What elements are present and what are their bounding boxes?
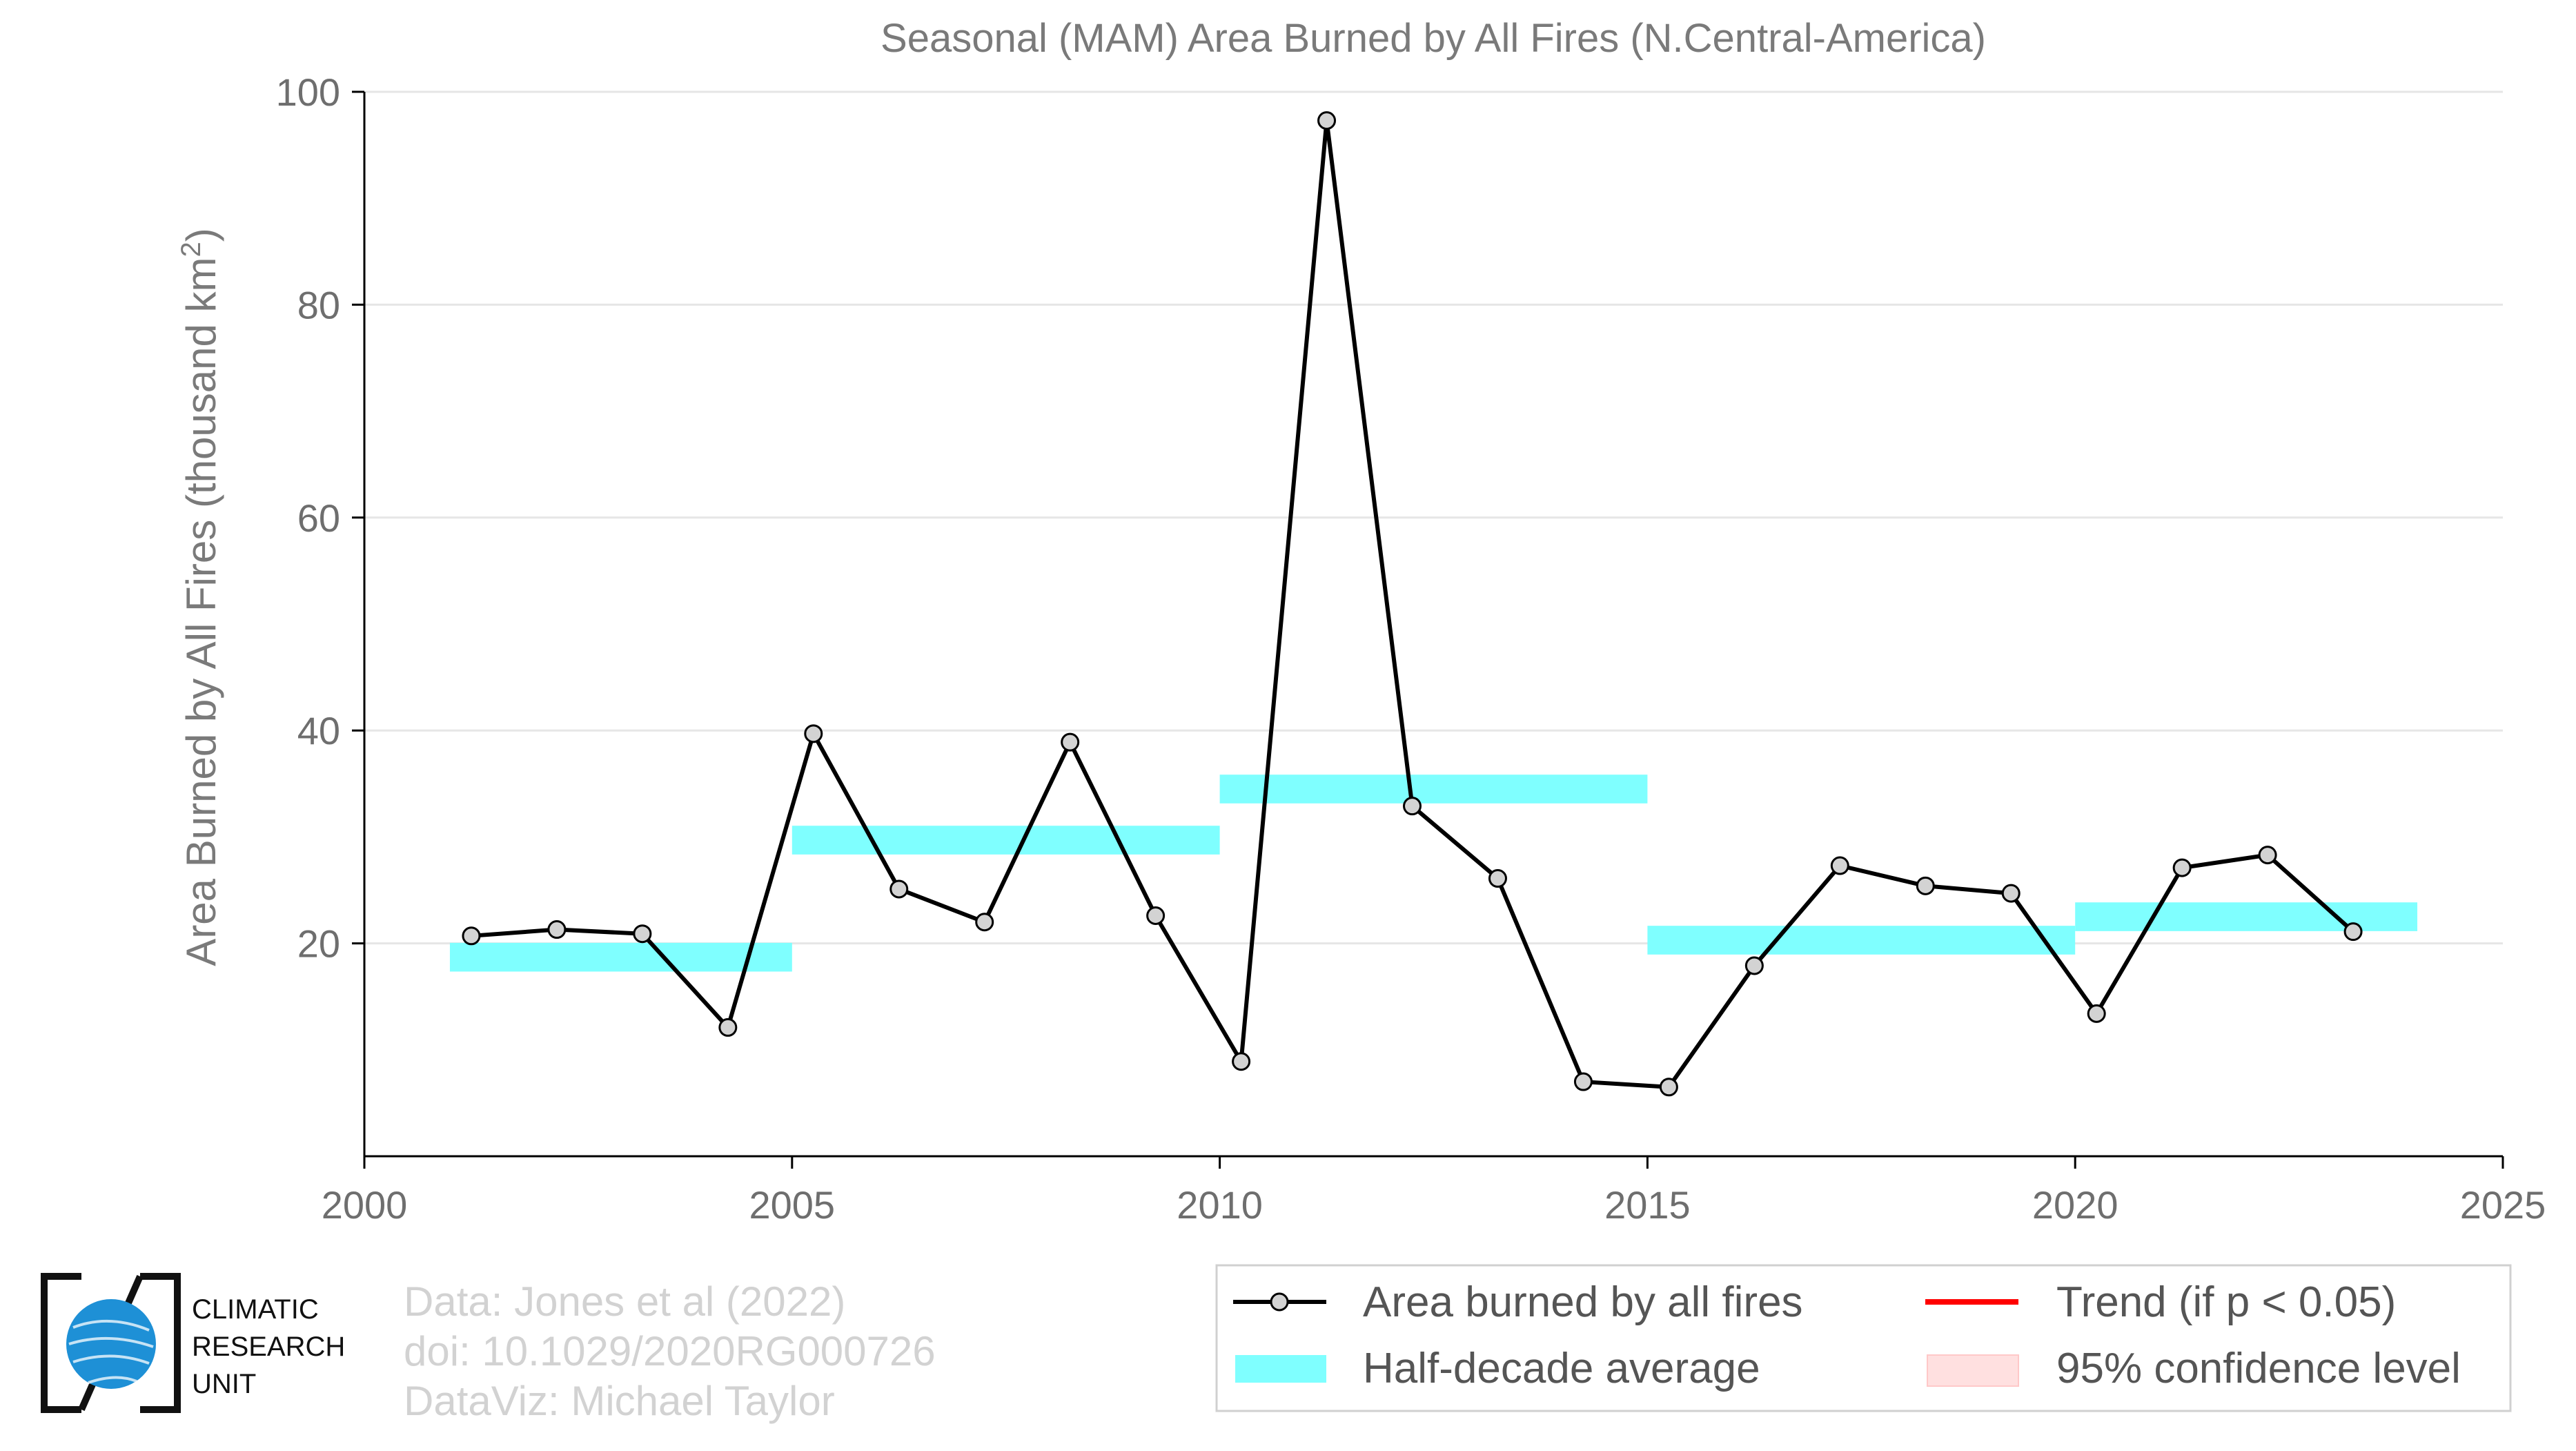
data-point <box>1916 876 1935 895</box>
legend-swatch-marker <box>1270 1292 1289 1312</box>
y-axis-label-superscript: 2 <box>176 242 206 257</box>
data-point <box>2172 858 2192 877</box>
y-axis-label-close: ) <box>178 228 224 242</box>
y-tick-label: 60 <box>297 496 340 540</box>
data-point <box>718 1017 738 1037</box>
half-decade-bars <box>449 775 2418 972</box>
legend-swatch-half-decade <box>1235 1355 1326 1383</box>
globe-lines <box>68 1319 154 1384</box>
data-point <box>1061 732 1080 752</box>
x-ticks: 2000 2005 2010 2015 2020 2025 <box>322 1156 2546 1227</box>
half-decade-bar <box>449 942 792 972</box>
y-axis-label: Area Burned by All Fires (thousand km2) <box>176 228 224 966</box>
chart-title: Seasonal (MAM) Area Burned by All Fires … <box>881 16 1986 61</box>
data-point <box>2001 884 2021 903</box>
y-ticks: 20 40 60 80 100 <box>276 70 364 966</box>
half-decade-bar <box>1647 926 2076 955</box>
legend: Area burned by all fires Trend (if p < 0… <box>1215 1264 2512 1412</box>
half-decade-bar <box>2075 902 2418 931</box>
legend-label-confidence: 95% confidence level <box>2056 1345 2461 1392</box>
x-tick-label: 2020 <box>2032 1183 2118 1227</box>
data-point <box>1232 1052 1251 1071</box>
credit-dataviz: DataViz: Michael Taylor <box>404 1378 835 1424</box>
data-point <box>1317 111 1337 130</box>
cru-logo <box>40 1272 181 1414</box>
y-tick-label: 100 <box>276 70 340 114</box>
data-point <box>633 924 652 944</box>
data-point <box>2087 1004 2106 1023</box>
logo-text-line-1: CLIMATIC <box>192 1294 319 1325</box>
x-tick-label: 2015 <box>1604 1183 1691 1227</box>
x-tick-label: 2005 <box>749 1183 836 1227</box>
half-decade-bar <box>792 826 1220 855</box>
x-tick-label: 2010 <box>1177 1183 1263 1227</box>
gridlines <box>364 90 2503 945</box>
data-point <box>1146 906 1166 926</box>
legend-label-half-decade: Half-decade average <box>1363 1345 1760 1392</box>
data-point <box>1659 1078 1678 1097</box>
data-point <box>1830 856 1849 875</box>
series-markers <box>462 111 2363 1097</box>
y-tick-label: 80 <box>297 283 340 327</box>
data-point <box>2343 922 2363 942</box>
x-tick-label: 2025 <box>2460 1183 2546 1227</box>
data-point <box>1403 797 1422 816</box>
y-tick-label: 40 <box>297 709 340 752</box>
x-tick-label: 2000 <box>322 1183 408 1227</box>
logo-text-line-3: UNIT <box>192 1369 257 1399</box>
legend-frame <box>1215 1264 2512 1412</box>
y-axis-label-text: Area Burned by All Fires (thousand km <box>178 257 224 966</box>
legend-swatch-confidence <box>1927 1354 2019 1387</box>
data-point <box>2258 846 2277 865</box>
logo-text-line-2: RESEARCH <box>192 1332 346 1362</box>
data-point <box>462 926 481 946</box>
half-decade-bar <box>1219 775 1648 804</box>
credit-doi: doi: 10.1029/2020RG000726 <box>404 1328 936 1374</box>
data-point <box>975 913 994 932</box>
data-point <box>1488 869 1507 888</box>
data-point <box>889 879 909 899</box>
data-point <box>804 724 823 743</box>
legend-label-trend: Trend (if p < 0.05) <box>2056 1278 2396 1326</box>
y-tick-label: 20 <box>297 922 340 966</box>
credit-data: Data: Jones et al (2022) <box>404 1278 846 1325</box>
legend-label-series: Area burned by all fires <box>1363 1278 1803 1326</box>
data-point <box>1573 1072 1593 1091</box>
data-point <box>547 920 567 939</box>
data-point <box>1744 956 1764 975</box>
